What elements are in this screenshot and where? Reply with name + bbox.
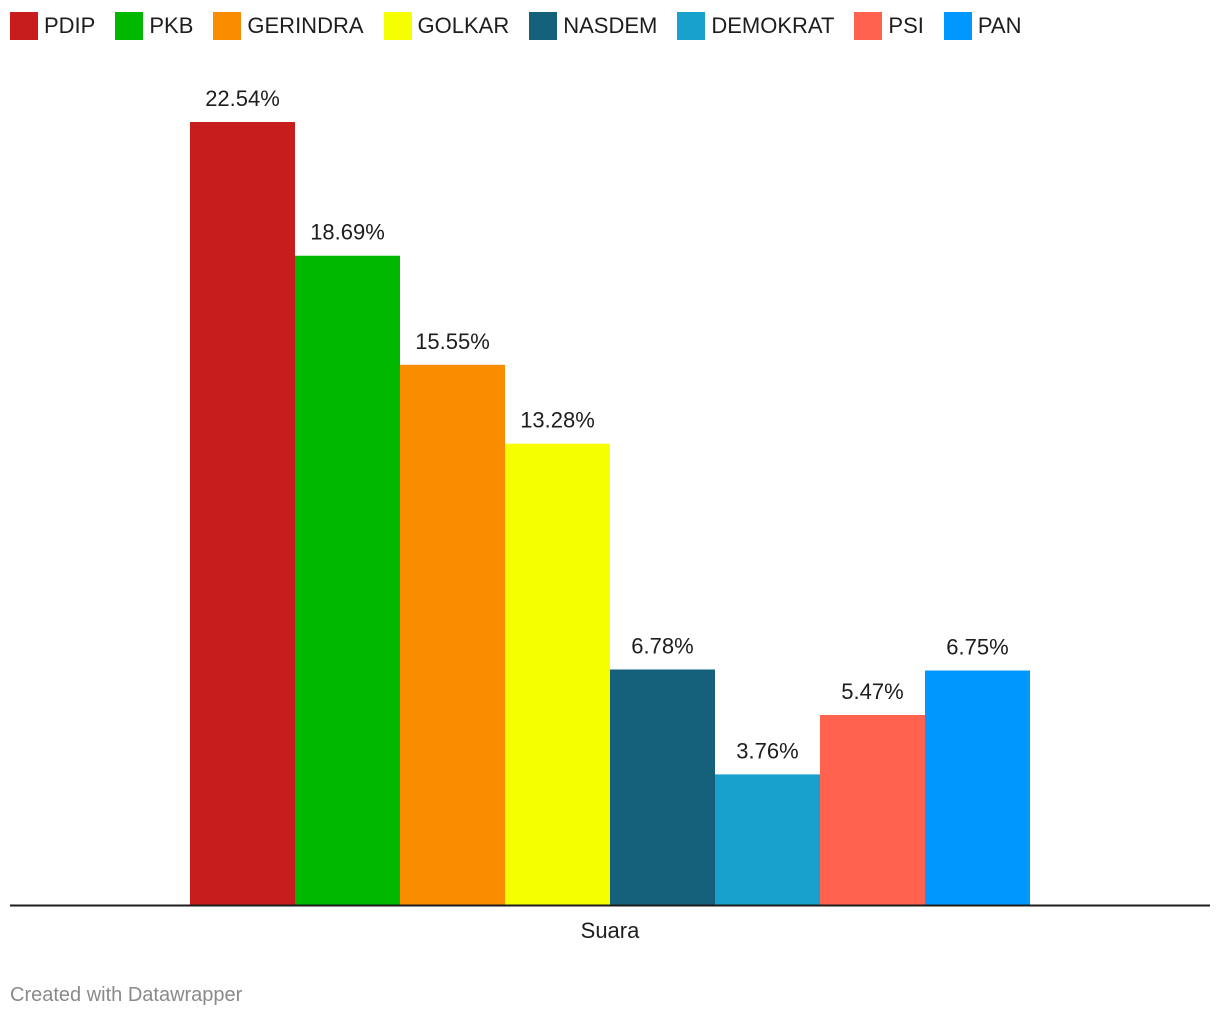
legend-label: NASDEM <box>563 13 658 38</box>
legend-swatch <box>115 12 144 40</box>
bar-psi <box>820 714 925 905</box>
legend-item-golkar: GOLKAR <box>383 12 510 40</box>
bar-gerindra <box>400 364 505 905</box>
bar-golkar <box>505 443 610 905</box>
legend-item-pkb: PKB <box>115 12 193 40</box>
bar-pkb <box>295 255 400 905</box>
legend-item-psi: PSI <box>854 12 924 40</box>
legend-swatch <box>213 12 242 40</box>
value-label-golkar: 13.28% <box>520 408 595 433</box>
legend-item-pdip: PDIP <box>10 12 95 40</box>
value-label-nasdem: 6.78% <box>631 633 693 658</box>
bar-chart: 22.54% 18.69% 15.55% 13.28% 6.78% 3.76% 5.47% 6… <box>10 86 1210 943</box>
credit-text: Created with Datawrapper <box>10 984 243 1006</box>
value-label-gerindra: 15.55% <box>415 329 490 354</box>
legend-label: PDIP <box>44 13 96 38</box>
legend-swatch <box>529 12 558 40</box>
legend-label: PAN <box>977 13 1022 38</box>
legend-item-gerindra: GERINDRA <box>213 12 364 40</box>
bars-group <box>190 122 1030 905</box>
value-label-pkb: 18.69% <box>310 220 385 245</box>
bar-pan <box>925 670 1030 905</box>
legend-item-pan: PAN <box>943 12 1022 40</box>
legend-swatch <box>943 12 972 40</box>
x-category-label: Suara <box>581 918 640 943</box>
legend-swatch <box>677 12 706 40</box>
value-label-psi: 5.47% <box>841 679 903 704</box>
legend-label: GERINDRA <box>247 13 364 38</box>
bar-nasdem <box>610 669 715 905</box>
legend: PDIP PKB GERINDRA GOLKAR NASDEM DEMOKRAT PSI PA… <box>10 12 1041 40</box>
value-label-pan: 6.75% <box>946 635 1008 660</box>
legend-label: PKB <box>149 13 194 38</box>
legend-label: GOLKAR <box>417 13 510 38</box>
value-label-pdip: 22.54% <box>205 86 280 111</box>
legend-swatch <box>10 12 38 40</box>
value-label-demokrat: 3.76% <box>736 738 798 763</box>
legend-label: PSI <box>888 13 924 38</box>
value-labels-group: 22.54% 18.69% 15.55% 13.28% 6.78% 3.76% 5.47% 6… <box>205 86 1009 763</box>
bar-pdip <box>190 122 295 905</box>
legend-item-nasdem: NASDEM <box>529 12 657 40</box>
legend-item-demokrat: DEMOKRAT <box>677 12 834 40</box>
legend-label: DEMOKRAT <box>711 13 835 38</box>
legend-swatch <box>854 12 883 40</box>
legend-swatch <box>383 12 412 40</box>
bar-demokrat <box>715 774 820 905</box>
